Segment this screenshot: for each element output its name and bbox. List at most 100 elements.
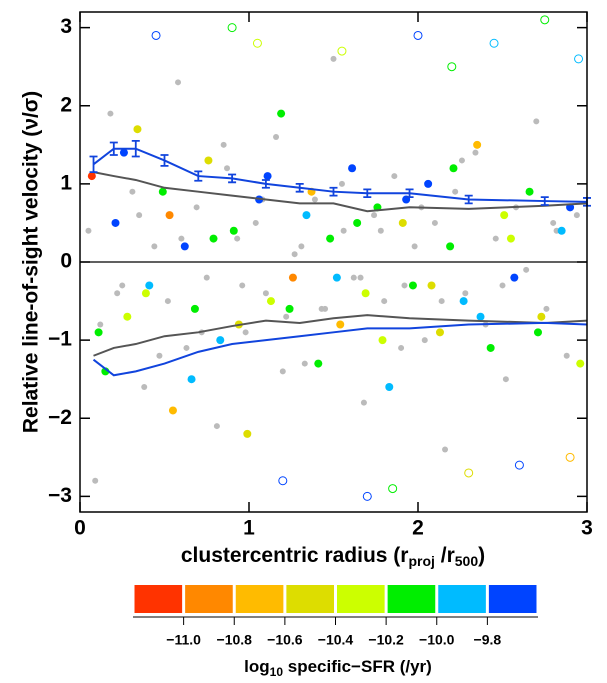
y-tick-label: 0 xyxy=(60,250,72,273)
sfr-point xyxy=(500,211,509,220)
colorbar-swatch xyxy=(286,585,334,613)
error-bar xyxy=(329,186,338,197)
sfr-point xyxy=(510,273,519,282)
passive-point xyxy=(291,251,298,258)
passive-point xyxy=(411,243,418,250)
sfr-point xyxy=(168,406,177,415)
passive-point xyxy=(224,165,231,172)
passive-point xyxy=(360,399,367,406)
sfr-point xyxy=(447,62,457,72)
passive-point xyxy=(213,423,220,430)
passive-point xyxy=(421,337,428,344)
sfr-point xyxy=(473,140,482,149)
sfr-point xyxy=(278,476,288,486)
passive-point xyxy=(279,368,286,375)
colorbar-label-part: specific−SFR (/yr) xyxy=(283,657,432,676)
trend-line xyxy=(92,147,588,203)
sfr-point xyxy=(398,218,407,227)
sfr-point xyxy=(229,226,238,235)
sfr-point xyxy=(243,429,252,438)
x-tick-label: 3 xyxy=(581,517,593,540)
sfr-point xyxy=(119,148,128,157)
passive-point xyxy=(377,227,384,234)
passive-point xyxy=(193,204,200,211)
passive-point xyxy=(318,305,325,312)
passive-point xyxy=(136,212,143,219)
y-tick-label: −3 xyxy=(48,484,72,507)
colorbar-label-part: log xyxy=(244,657,270,676)
passive-point xyxy=(573,212,580,219)
plot-area xyxy=(80,15,591,501)
sfr-point xyxy=(446,242,455,251)
sfr-point xyxy=(302,211,311,220)
sfr-point xyxy=(180,242,189,251)
trend-line xyxy=(92,321,588,377)
passive-point xyxy=(431,219,438,226)
sfr-point xyxy=(288,273,297,282)
sfr-point xyxy=(489,38,499,48)
colorbar-tick-label: −11.0 xyxy=(166,632,201,648)
error-bar xyxy=(405,188,414,199)
sfr-point xyxy=(337,46,347,56)
colorbar-tick-label: −9.8 xyxy=(474,632,502,648)
sfr-point xyxy=(332,273,341,282)
sfr-point xyxy=(151,30,161,40)
sfr-point xyxy=(361,289,370,298)
x-tick-label: 0 xyxy=(74,517,86,540)
sfr-point xyxy=(427,281,436,290)
sfr-point xyxy=(277,109,286,118)
sfr-point xyxy=(514,460,524,470)
passive-point xyxy=(129,188,136,195)
sfr-point xyxy=(348,164,357,173)
sfr-point xyxy=(263,172,272,181)
sfr-point xyxy=(408,281,417,290)
colorbar: −11.0 −10.8 −10.6 −10.4 −10.2 −10.0 −9.8 xyxy=(133,585,538,648)
sfr-point xyxy=(336,320,345,329)
sfr-point xyxy=(314,359,323,368)
sfr-point xyxy=(424,179,433,188)
sfr-point xyxy=(141,289,150,298)
sfr-point xyxy=(94,328,103,337)
passive-point xyxy=(563,352,570,359)
colorbar-tick-label: −10.8 xyxy=(217,632,253,648)
passive-point xyxy=(381,298,388,305)
error-bar xyxy=(228,173,237,184)
sfr-point xyxy=(87,172,96,181)
passive-point xyxy=(350,274,357,281)
sfr-point xyxy=(388,484,398,494)
sfr-point xyxy=(378,336,387,345)
passive-point xyxy=(533,118,540,125)
sfr-point xyxy=(187,375,196,384)
passive-point xyxy=(340,227,347,234)
y-tick-label: −1 xyxy=(48,328,72,351)
colorbar-swatch xyxy=(235,585,284,613)
passive-point xyxy=(330,55,337,62)
sfr-point xyxy=(165,211,174,220)
passive-point xyxy=(183,344,190,351)
passive-point xyxy=(178,235,185,242)
sfr-point xyxy=(190,304,199,313)
sfr-point xyxy=(540,15,550,25)
error-bar xyxy=(540,196,549,206)
passive-point xyxy=(151,243,158,250)
passive-point xyxy=(85,227,92,234)
passive-point xyxy=(357,274,364,281)
passive-point xyxy=(499,282,506,289)
x-label-sub: proj xyxy=(408,553,434,569)
sfr-point xyxy=(533,328,542,337)
sfr-point xyxy=(574,54,584,64)
passive-point xyxy=(119,282,126,289)
passive-point xyxy=(458,157,465,164)
sfr-point xyxy=(111,218,120,227)
sfr-point xyxy=(565,452,575,462)
sfr-point xyxy=(123,312,132,321)
trend-line xyxy=(93,314,588,357)
passive-point xyxy=(92,477,99,484)
colorbar-swatch xyxy=(134,585,183,613)
passive-point xyxy=(252,219,259,226)
passive-point xyxy=(262,290,269,297)
sfr-point xyxy=(133,125,142,134)
sfr-point xyxy=(525,187,534,196)
y-tick-label: 1 xyxy=(60,171,72,194)
